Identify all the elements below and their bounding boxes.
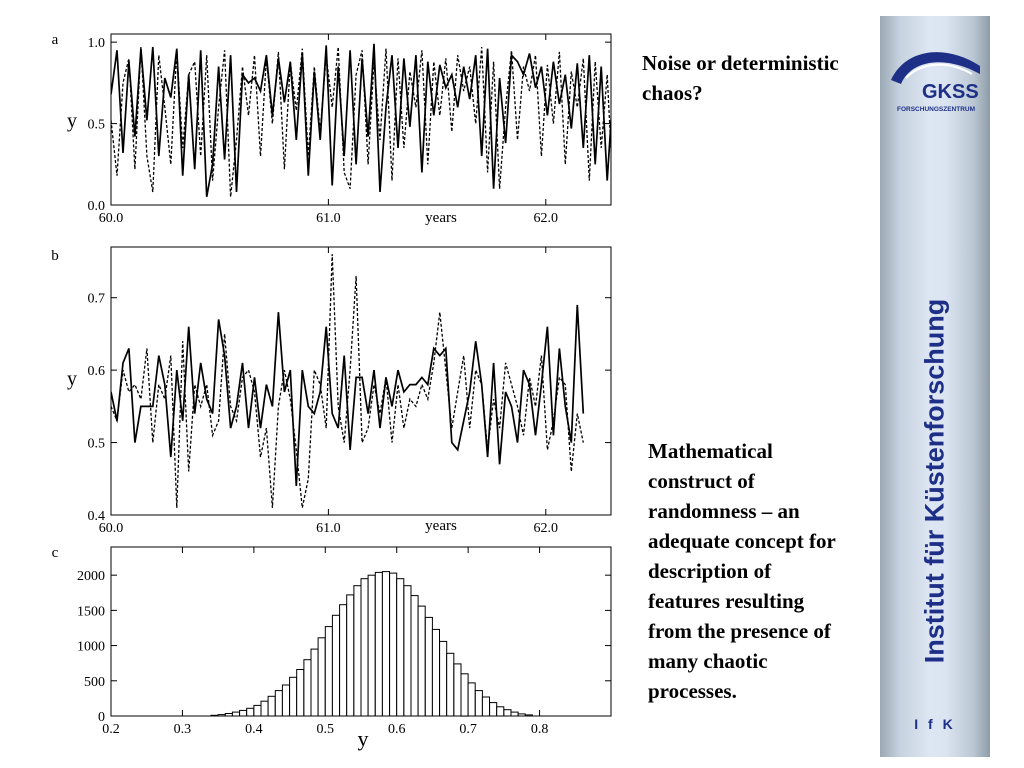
histogram-bar (481, 696, 490, 717)
logo-text: GKSS (922, 81, 979, 103)
y-tick-label: 500 (84, 675, 105, 690)
x-tick-label: 0.6 (388, 722, 406, 737)
histogram-bar (403, 585, 412, 717)
slide-body: Mathematical construct of randomness – a… (648, 439, 836, 703)
histogram-bar (267, 695, 276, 717)
institute-name: Institut für Küstenforschung (919, 298, 950, 664)
histogram-bar (374, 571, 383, 717)
panel-c-frame-top (110, 546, 612, 717)
y-tick-label: 1.0 (88, 36, 106, 51)
x-tick-label: 61.0 (316, 211, 341, 226)
histogram-bar (367, 574, 376, 717)
institute-abbrev: I f K (914, 716, 956, 732)
histogram-bar (339, 604, 348, 717)
histogram-bar (510, 711, 519, 717)
histogram-bar (489, 702, 498, 717)
histogram-bar (274, 690, 283, 717)
x-axis-label: y (358, 726, 369, 751)
logo-subtext: FORSCHUNGSZENTRUM (897, 106, 975, 113)
histogram-bar (424, 616, 433, 717)
panel-c-label: c (52, 545, 59, 561)
histogram-bar (496, 706, 505, 717)
x-tick-label: 0.8 (531, 722, 549, 737)
x-tick-label: 60.0 (99, 521, 124, 536)
gkss-logo: GKSS FORSCHUNGSZENTRUM (891, 52, 980, 113)
histogram-bar (431, 628, 440, 717)
histogram-bar (439, 640, 448, 717)
histogram-bar (446, 652, 455, 717)
panel-a-series-dotted (111, 46, 611, 197)
y-axis-label: y (67, 110, 77, 132)
histogram-bar (253, 704, 262, 717)
y-tick-label: 0 (98, 710, 105, 725)
y-axis-label: y (67, 368, 77, 390)
histogram-bar (503, 709, 512, 717)
x-tick-label: 0.2 (102, 722, 120, 737)
histogram-bar (467, 682, 476, 717)
x-tick-label: 0.3 (174, 722, 192, 737)
x-tick-label: 62.0 (534, 211, 559, 226)
histogram-bar (281, 684, 290, 717)
histogram-bar (474, 690, 483, 717)
histogram-bar (331, 614, 340, 717)
histogram-bar (324, 626, 333, 717)
x-tick-label: 0.7 (459, 722, 477, 737)
histogram-bar (239, 709, 248, 717)
y-tick-label: 1000 (77, 640, 105, 655)
panel-b-frame (110, 246, 612, 516)
institute-sidebar: GKSS FORSCHUNGSZENTRUM Institut für Küst… (880, 16, 990, 757)
y-tick-label: 2000 (77, 569, 105, 584)
x-axis-label: years (425, 210, 457, 226)
y-tick-label: 0.5 (88, 118, 106, 133)
y-tick-label: 0.0 (88, 199, 106, 214)
histogram-bar (346, 594, 355, 717)
histogram-bar (396, 578, 405, 717)
slide-title: Noise or deterministic chaos? (642, 51, 839, 105)
histogram-bar (310, 648, 319, 717)
x-tick-label: 62.0 (534, 521, 559, 536)
panel-a-label: a (52, 32, 59, 48)
x-tick-label: 61.0 (316, 521, 341, 536)
histogram-bar (460, 673, 469, 717)
x-axis-label: years (425, 518, 457, 534)
histogram-bar (303, 659, 312, 717)
histogram-bar (246, 707, 255, 717)
x-tick-label: 0.4 (245, 722, 263, 737)
y-tick-label: 0.7 (88, 292, 106, 307)
histogram-bar (381, 571, 390, 717)
histogram-bar (231, 711, 240, 717)
histogram-bar (389, 572, 398, 717)
x-tick-label: 60.0 (99, 211, 124, 226)
y-tick-label: 0.6 (88, 364, 106, 379)
histogram-bar (410, 595, 419, 717)
histogram-bar (417, 605, 426, 717)
y-tick-label: 0.4 (88, 509, 106, 524)
x-tick-label: 0.5 (317, 722, 335, 737)
histogram-bar (353, 585, 362, 717)
panel-b-series-solid (111, 304, 585, 487)
histogram-bar (317, 637, 326, 717)
histogram-bar (453, 663, 462, 717)
y-tick-label: 1500 (77, 604, 105, 619)
panel-a-series-solid (111, 43, 611, 198)
histogram-bar (260, 700, 269, 717)
histogram-bar (289, 676, 298, 717)
histogram-bar (360, 578, 369, 717)
panel-b-label: b (51, 248, 59, 264)
panel-b-series-dotted (111, 254, 584, 508)
y-tick-label: 0.5 (88, 437, 106, 452)
histogram-bar (296, 669, 305, 717)
